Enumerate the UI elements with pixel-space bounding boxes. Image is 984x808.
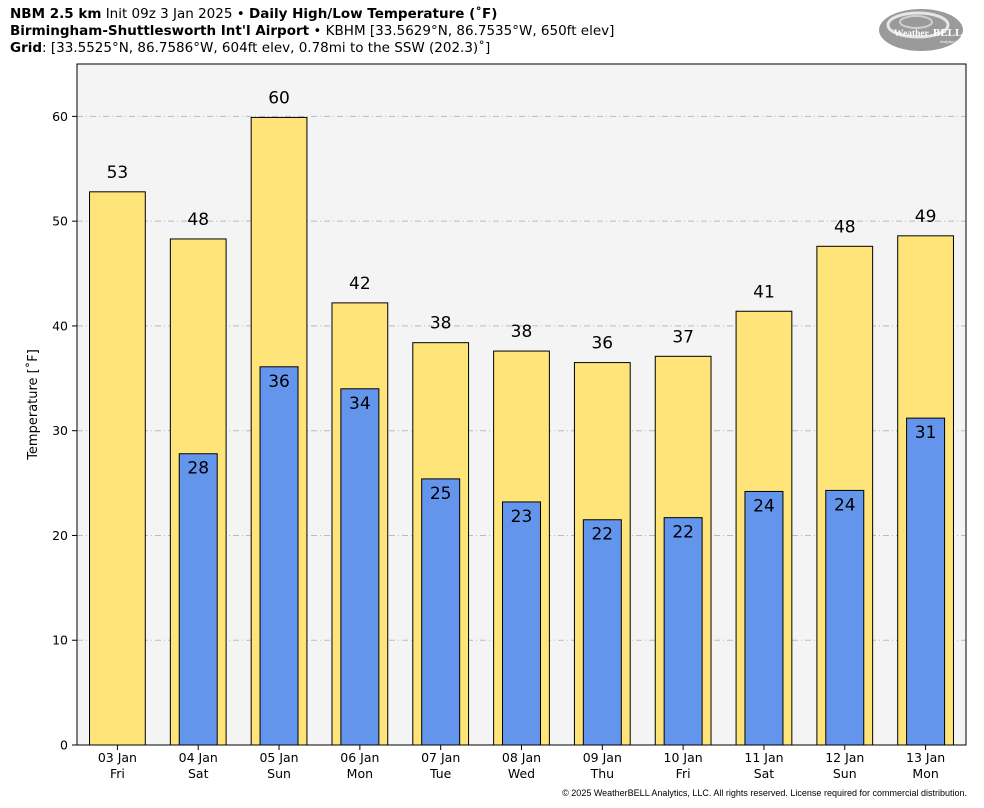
x-tick-label-date: 11 Jan [744, 750, 783, 765]
header-line-station: Birmingham-Shuttlesworth Int'l Airport •… [10, 23, 614, 40]
x-tick-label-date: 03 Jan [98, 750, 137, 765]
low-bar [663, 517, 703, 746]
low-bar [582, 519, 622, 746]
grid-info: : [33.5525°N, 86.7586°W, 604ft elev, 0.7… [42, 40, 491, 56]
logo-subtext: Analytics LLC [940, 40, 962, 44]
bars [89, 116, 954, 746]
x-tick-label-day: Fri [110, 766, 125, 781]
high-value-label: 42 [349, 274, 371, 294]
high-value-label: 48 [187, 210, 209, 230]
high-value-label: 41 [753, 282, 775, 302]
x-tick-label-day: Sun [267, 766, 291, 781]
high-value-label: 37 [672, 327, 694, 347]
y-axis-label: Temperature [˚F] [25, 349, 41, 461]
weatherbell-logo: Weather BELL Analytics LLC [879, 9, 963, 51]
header-line-product: NBM 2.5 km Init 09z 3 Jan 2025 • Daily H… [10, 6, 497, 23]
high-value-label: 38 [430, 314, 452, 334]
low-bar [906, 417, 946, 746]
logo-text-a: Weather [894, 29, 930, 39]
y-tick-label: 60 [52, 109, 68, 124]
low-value-label: 22 [672, 523, 694, 543]
low-bar [744, 490, 784, 746]
x-tick-label-date: 08 Jan [502, 750, 541, 765]
high-value-label: 36 [591, 334, 613, 354]
high-value-label: 49 [915, 207, 937, 227]
y-tick-label: 10 [52, 633, 68, 648]
low-value-label: 24 [753, 496, 775, 516]
low-bar [825, 489, 865, 746]
x-tick-label-day: Thu [590, 766, 614, 781]
x-tick-label-day: Tue [429, 766, 452, 781]
x-tick-label-date: 10 Jan [664, 750, 703, 765]
low-bar [421, 478, 461, 746]
low-value-label: 28 [187, 459, 209, 479]
separator: • [313, 23, 322, 39]
low-value-label: 31 [915, 423, 937, 443]
y-tick-label: 40 [52, 318, 68, 333]
low-value-label: 23 [511, 507, 533, 527]
x-tick-label-day: Mon [912, 766, 938, 781]
x-tick-label-day: Sat [188, 766, 209, 781]
x-tick-label-date: 12 Jan [825, 750, 864, 765]
low-value-label: 25 [430, 484, 452, 504]
logo-swirl-core [899, 15, 933, 29]
header-line-grid: Grid: [33.5525°N, 86.7586°W, 604ft elev,… [10, 40, 490, 57]
high-value-label: 60 [268, 88, 290, 108]
x-tick-label-date: 06 Jan [340, 750, 379, 765]
x-tick-label-date: 13 Jan [906, 750, 945, 765]
x-tick-label-day: Mon [347, 766, 373, 781]
product-title: Daily High/Low Temperature (˚F) [249, 6, 498, 22]
low-value-label: 22 [591, 525, 613, 545]
model-name: NBM 2.5 km [10, 6, 102, 22]
low-bar [259, 366, 299, 746]
value-labels: 53 48 28 60 36 42 34 38 25 38 23 36 22 37 22 41 24 48 24 49… [107, 88, 937, 544]
y-tick-label: 50 [52, 214, 68, 229]
init-time: Init 09z 3 Jan 2025 [105, 6, 233, 22]
grid-label: Grid [10, 40, 43, 56]
separator: • [236, 6, 245, 22]
high-value-label: 53 [107, 163, 129, 183]
x-tick-label-date: 09 Jan [583, 750, 622, 765]
x-tick-label-day: Wed [508, 766, 535, 781]
low-value-label: 24 [834, 495, 856, 515]
x-tick-label-date: 05 Jan [259, 750, 298, 765]
logo-text-b: BELL [933, 27, 962, 39]
logo-swirl-inner [886, 11, 950, 39]
high-bar [89, 191, 146, 746]
y-axis: 0 10 20 30 40 50 60 [52, 109, 77, 753]
x-tick-label-day: Fri [676, 766, 691, 781]
y-tick-label: 30 [52, 423, 68, 438]
y-tick-label: 0 [60, 738, 68, 753]
copyright-notice: © 2025 WeatherBELL Analytics, LLC. All r… [562, 788, 967, 798]
low-value-label: 36 [268, 372, 290, 392]
high-value-label: 48 [834, 217, 856, 237]
y-tick-label: 20 [52, 528, 68, 543]
low-bar [502, 501, 541, 746]
x-tick-label-day: Sat [754, 766, 775, 781]
station-name: Birmingham-Shuttlesworth Int'l Airport [10, 23, 310, 39]
low-bar [178, 453, 218, 746]
x-tick-label-date: 07 Jan [421, 750, 460, 765]
low-value-label: 34 [349, 394, 371, 414]
station-info: KBHM [33.5629°N, 86.7535°W, 650ft elev] [325, 23, 615, 39]
x-tick-label-day: Sun [833, 766, 857, 781]
high-value-label: 38 [511, 322, 533, 342]
x-tick-label-date: 04 Jan [179, 750, 218, 765]
low-bar [340, 388, 380, 746]
